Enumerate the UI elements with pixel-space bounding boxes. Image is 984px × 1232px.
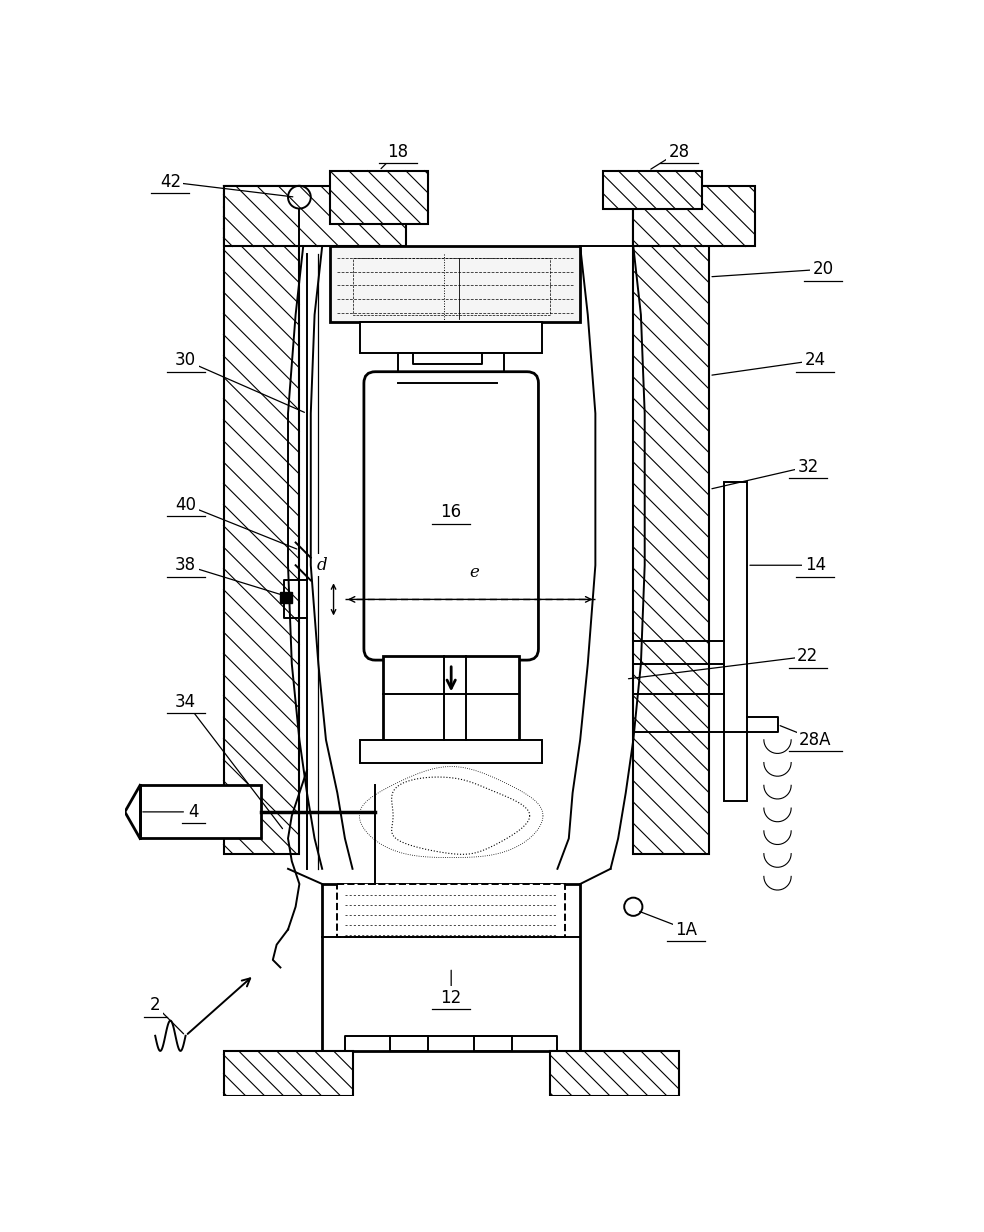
Text: 40: 40: [175, 495, 196, 514]
Bar: [634, 186, 709, 854]
Text: 1A: 1A: [675, 920, 698, 939]
Text: 4: 4: [188, 803, 199, 821]
Text: 38: 38: [175, 556, 196, 574]
Bar: [330, 246, 581, 323]
Bar: [550, 1051, 679, 1096]
Text: 28: 28: [668, 143, 690, 160]
Bar: [474, 1036, 512, 1051]
Text: 28A: 28A: [799, 731, 831, 749]
Text: 18: 18: [388, 143, 408, 160]
Bar: [399, 352, 505, 383]
Bar: [724, 482, 747, 801]
Bar: [391, 1036, 428, 1051]
Bar: [223, 1051, 352, 1096]
Bar: [634, 186, 755, 246]
Bar: [330, 170, 428, 224]
Text: 42: 42: [159, 172, 181, 191]
Text: d: d: [317, 557, 328, 574]
Text: 24: 24: [805, 351, 826, 370]
Text: 2: 2: [150, 997, 160, 1014]
Bar: [140, 785, 262, 839]
Text: 20: 20: [813, 260, 833, 278]
Text: 12: 12: [441, 989, 461, 1007]
Bar: [352, 257, 550, 315]
Bar: [280, 591, 292, 604]
Text: 32: 32: [797, 457, 819, 476]
Text: 22: 22: [797, 647, 819, 665]
Bar: [223, 186, 299, 854]
Bar: [360, 323, 542, 352]
Bar: [223, 186, 405, 246]
Bar: [360, 739, 542, 763]
Text: 16: 16: [441, 503, 461, 521]
Bar: [383, 657, 520, 739]
FancyBboxPatch shape: [364, 372, 538, 660]
Bar: [322, 885, 581, 1051]
Text: 30: 30: [175, 351, 196, 370]
Bar: [338, 885, 565, 938]
Text: 34: 34: [175, 692, 196, 711]
Text: e: e: [469, 564, 479, 582]
Bar: [603, 170, 702, 208]
Text: 14: 14: [805, 556, 826, 574]
